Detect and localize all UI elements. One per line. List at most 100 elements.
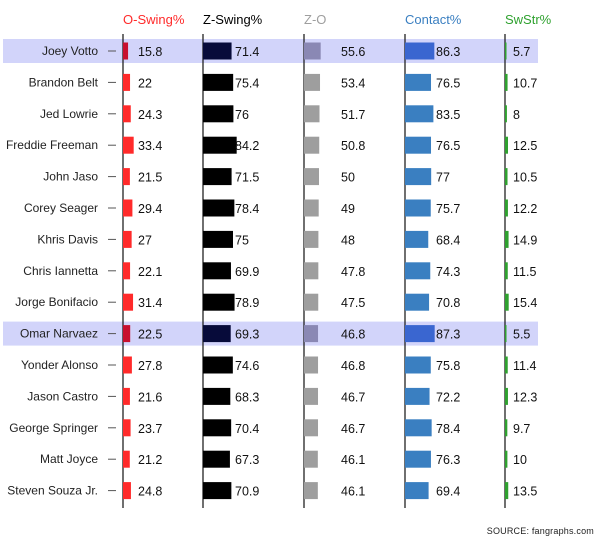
value-label-z-swing-omar-narvaez: 69.3 (235, 328, 259, 342)
bar-swstr-khris-davis (505, 230, 509, 248)
bar-contact-jason-castro (405, 387, 430, 405)
bar-z-o-jorge-bonifacio (304, 293, 319, 311)
bar-swstr-freddie-freeman (505, 136, 508, 154)
bar-swstr-chris-iannetta (505, 262, 508, 280)
bar-o-swing-jed-lowrie (123, 105, 131, 123)
bar-z-o-matt-joyce (304, 450, 318, 468)
value-label-swstr-jason-castro: 12.3 (513, 390, 537, 404)
bar-contact-omar-narvaez (405, 325, 435, 343)
bar-z-swing-brandon-belt (203, 73, 234, 91)
bar-z-swing-steven-souza-jr (203, 482, 232, 500)
value-label-o-swing-joey-votto: 15.8 (138, 45, 162, 59)
bar-contact-freddie-freeman (405, 136, 432, 154)
bar-z-swing-john-jaso (203, 168, 232, 186)
player-name-joey-votto: Joey Votto (42, 44, 98, 58)
bar-z-swing-jed-lowrie (203, 105, 234, 123)
value-label-swstr-jorge-bonifacio: 15.4 (513, 296, 537, 310)
bar-z-o-yonder-alonso (304, 356, 319, 374)
bar-contact-joey-votto (405, 42, 435, 60)
value-label-swstr-khris-davis: 14.9 (513, 233, 537, 247)
bar-contact-corey-seager (405, 199, 431, 217)
value-label-o-swing-john-jaso: 21.5 (138, 171, 162, 185)
value-label-z-swing-yonder-alonso: 74.6 (235, 359, 259, 373)
bar-o-swing-jorge-bonifacio (123, 293, 134, 311)
player-name-yonder-alonso: Yonder Alonso (21, 358, 98, 372)
value-label-swstr-george-springer: 9.7 (513, 422, 530, 436)
column-header-o-swing: O-Swing% (123, 12, 185, 27)
bar-swstr-jason-castro (505, 387, 508, 405)
bar-z-swing-omar-narvaez (203, 325, 231, 343)
bar-z-o-chris-iannetta (304, 262, 319, 280)
value-label-z-swing-jed-lowrie: 76 (235, 108, 249, 122)
value-label-contact-omar-narvaez: 87.3 (436, 328, 460, 342)
bar-contact-khris-davis (405, 230, 429, 248)
player-name-khris-davis: Khris Davis (37, 232, 98, 246)
bar-z-o-corey-seager (304, 199, 319, 217)
bar-z-swing-freddie-freeman (203, 136, 237, 154)
bar-swstr-corey-seager (505, 199, 508, 217)
bar-o-swing-joey-votto (123, 42, 129, 60)
bar-o-swing-corey-seager (123, 199, 133, 217)
bar-o-swing-freddie-freeman (123, 136, 134, 154)
value-label-o-swing-omar-narvaez: 22.5 (138, 328, 162, 342)
value-label-o-swing-jorge-bonifacio: 31.4 (138, 296, 162, 310)
value-label-z-swing-george-springer: 70.4 (235, 422, 259, 436)
player-name-corey-seager: Corey Seager (24, 201, 98, 215)
source-note: SOURCE: fangraphs.com (487, 526, 594, 536)
value-label-z-swing-matt-joyce: 67.3 (235, 453, 259, 467)
bar-swstr-joey-votto (505, 42, 507, 60)
value-label-z-o-matt-joyce: 46.1 (341, 453, 365, 467)
value-label-z-o-jorge-bonifacio: 47.5 (341, 296, 365, 310)
bar-o-swing-george-springer (123, 419, 131, 437)
value-label-z-swing-jason-castro: 68.3 (235, 390, 259, 404)
value-label-o-swing-khris-davis: 27 (138, 233, 152, 247)
value-label-contact-khris-davis: 68.4 (436, 233, 460, 247)
value-label-z-swing-jorge-bonifacio: 78.9 (235, 296, 259, 310)
value-label-contact-freddie-freeman: 76.5 (436, 139, 460, 153)
bar-o-swing-john-jaso (123, 168, 130, 186)
value-label-o-swing-jed-lowrie: 24.3 (138, 108, 162, 122)
value-label-z-o-yonder-alonso: 46.8 (341, 359, 365, 373)
value-label-swstr-freddie-freeman: 12.5 (513, 139, 537, 153)
bar-z-o-omar-narvaez (304, 325, 319, 343)
value-label-o-swing-george-springer: 23.7 (138, 422, 162, 436)
value-label-contact-jed-lowrie: 83.5 (436, 108, 460, 122)
bar-z-o-brandon-belt (304, 73, 321, 91)
value-label-z-swing-khris-davis: 75 (235, 233, 249, 247)
bar-z-swing-jason-castro (203, 387, 231, 405)
bar-contact-matt-joyce (405, 450, 431, 468)
bar-contact-george-springer (405, 419, 432, 437)
column-header-z-swing: Z-Swing% (203, 12, 263, 27)
column-header-swstr: SwStr% (505, 12, 552, 27)
value-label-z-swing-corey-seager: 78.4 (235, 202, 259, 216)
value-label-o-swing-corey-seager: 29.4 (138, 202, 162, 216)
bar-o-swing-brandon-belt (123, 73, 131, 91)
bar-swstr-matt-joyce (505, 450, 508, 468)
value-label-z-o-khris-davis: 48 (341, 233, 355, 247)
bar-z-o-freddie-freeman (304, 136, 320, 154)
player-name-steven-souza-jr: Steven Souza Jr. (7, 484, 98, 498)
value-label-contact-jorge-bonifacio: 70.8 (436, 296, 460, 310)
value-label-contact-brandon-belt: 76.5 (436, 76, 460, 90)
value-label-contact-joey-votto: 86.3 (436, 45, 460, 59)
value-label-z-swing-chris-iannetta: 69.9 (235, 265, 259, 279)
bar-z-swing-matt-joyce (203, 450, 230, 468)
label-layer: Joey Votto Brandon Belt Jed Lowrie Freddie … (6, 44, 537, 499)
bar-contact-john-jaso (405, 168, 432, 186)
highlight-band-joey-votto (3, 39, 538, 63)
value-label-swstr-joey-votto: 5.7 (513, 45, 530, 59)
bar-contact-yonder-alonso (405, 356, 431, 374)
player-name-john-jaso: John Jaso (43, 170, 98, 184)
player-name-brandon-belt: Brandon Belt (29, 75, 99, 89)
player-name-chris-iannetta: Chris Iannetta (23, 264, 98, 278)
value-label-contact-yonder-alonso: 75.8 (436, 359, 460, 373)
bar-layer (123, 42, 509, 500)
value-label-swstr-yonder-alonso: 11.4 (513, 359, 536, 373)
value-label-z-o-corey-seager: 49 (341, 202, 355, 216)
bar-swstr-jorge-bonifacio (505, 293, 509, 311)
value-label-contact-matt-joyce: 76.3 (436, 453, 460, 467)
bar-o-swing-khris-davis (123, 230, 132, 248)
value-label-o-swing-chris-iannetta: 22.1 (138, 265, 162, 279)
bar-contact-jed-lowrie (405, 105, 434, 123)
